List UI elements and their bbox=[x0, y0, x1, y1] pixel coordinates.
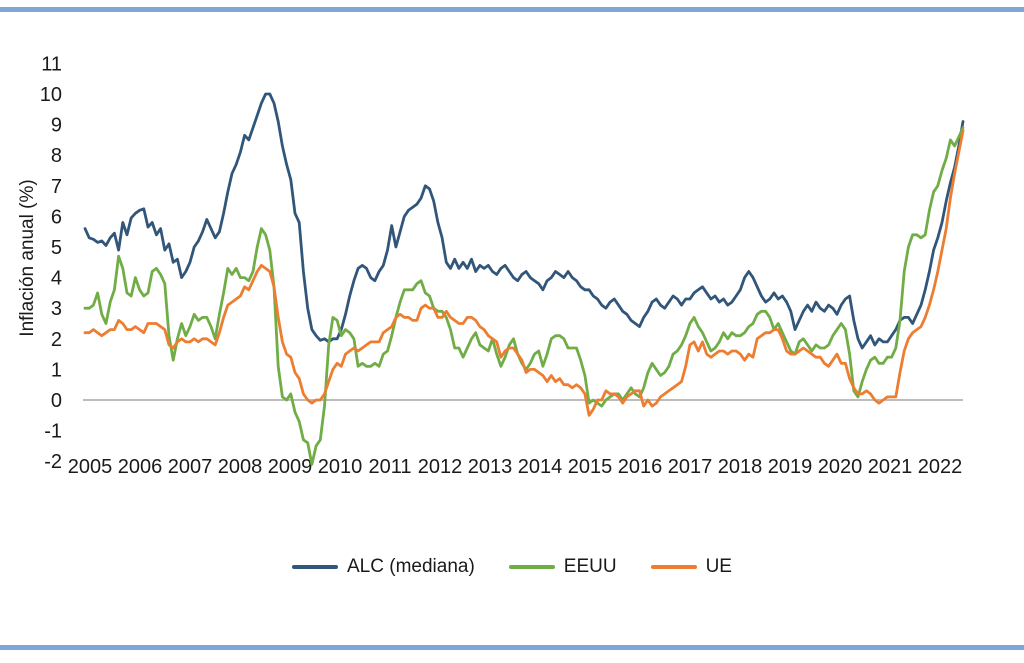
x-axis-tick-label: 2006 bbox=[118, 456, 163, 478]
series-line-eeuu bbox=[83, 126, 965, 466]
y-axis-tick-label: 9 bbox=[51, 115, 62, 137]
legend-label: ALC (mediana) bbox=[347, 556, 475, 577]
x-axis-tick-label: 2014 bbox=[518, 456, 563, 478]
x-axis-tick-label: 2011 bbox=[368, 456, 411, 478]
bottom-border-rule bbox=[0, 645, 1024, 650]
y-axis-tick-label: 8 bbox=[51, 145, 62, 167]
legend-line-swatch bbox=[508, 565, 555, 569]
x-axis-tick-label: 2009 bbox=[268, 456, 313, 478]
y-axis-tick-label: 10 bbox=[40, 84, 62, 106]
legend-label: UE bbox=[705, 556, 732, 577]
legend-item-alc-mediana: ALC (mediana) bbox=[292, 556, 475, 578]
x-axis-tick-label: 2007 bbox=[168, 456, 213, 478]
legend-line-swatch bbox=[650, 565, 697, 569]
x-axis-tick-label: 2016 bbox=[618, 456, 663, 478]
y-axis-tick-label: 5 bbox=[51, 237, 62, 259]
x-axis-tick-label: 2010 bbox=[318, 456, 363, 478]
chart-legend: ALC (mediana) EEUU UE bbox=[0, 556, 1024, 578]
x-axis-tick-label: 2013 bbox=[468, 456, 513, 478]
x-axis-tick-label: 2005 bbox=[68, 456, 113, 478]
y-axis-tick-label: 7 bbox=[51, 176, 62, 198]
y-axis-tick-label: 11 bbox=[41, 53, 62, 75]
series-line-alc-mediana bbox=[83, 92, 965, 350]
x-axis-tick-label: 2022 bbox=[918, 456, 963, 478]
y-axis-tick-label: 4 bbox=[51, 268, 62, 290]
y-axis-tick-label: 3 bbox=[51, 298, 62, 320]
x-axis-tick-label: 2017 bbox=[668, 456, 713, 478]
y-axis-tick-label: 0 bbox=[51, 390, 62, 412]
legend-item-eeuu: EEUU bbox=[508, 556, 617, 578]
y-axis-tick-label: 2 bbox=[51, 329, 62, 351]
series-line-ue bbox=[83, 129, 965, 417]
x-axis-tick-label: 2019 bbox=[768, 456, 813, 478]
y-axis-title: Inflación anual (%) bbox=[17, 179, 38, 336]
legend-item-ue: UE bbox=[650, 556, 732, 578]
x-axis-tick-label: 2008 bbox=[218, 456, 263, 478]
legend-line-swatch bbox=[292, 565, 338, 569]
x-axis-tick-label: 2020 bbox=[818, 456, 863, 478]
y-axis-tick-label: 1 bbox=[51, 359, 62, 381]
y-axis-tick-label: -2 bbox=[44, 451, 62, 473]
x-axis-tick-label: 2012 bbox=[418, 456, 463, 478]
top-border-rule bbox=[0, 7, 1024, 12]
x-axis-tick-label: 2021 bbox=[868, 456, 913, 478]
y-axis-tick-label: -1 bbox=[44, 421, 62, 443]
x-axis-tick-label: 2015 bbox=[568, 456, 613, 478]
x-axis-tick-label: 2018 bbox=[718, 456, 763, 478]
y-axis-tick-label: 6 bbox=[51, 206, 62, 228]
legend-label: EEUU bbox=[563, 556, 617, 577]
